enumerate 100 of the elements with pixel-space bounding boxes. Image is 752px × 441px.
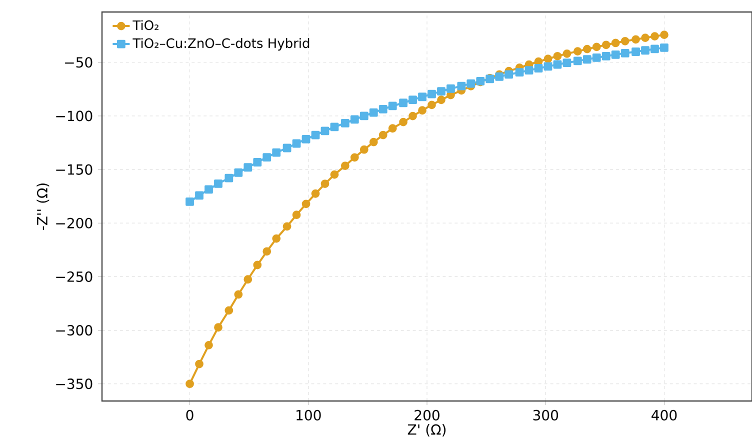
point [446, 84, 455, 93]
point [292, 210, 301, 220]
point [378, 104, 388, 114]
point [504, 70, 514, 79]
point [428, 90, 436, 98]
point [408, 112, 417, 120]
point [632, 35, 640, 44]
point [660, 30, 668, 40]
point [214, 323, 222, 332]
point [418, 106, 426, 115]
x-tick-label: 100 [296, 410, 321, 420]
point [320, 126, 330, 136]
point [330, 122, 339, 132]
point [573, 56, 582, 66]
point [573, 47, 582, 56]
point [195, 191, 204, 200]
point [428, 100, 436, 110]
point [524, 66, 534, 74]
point [641, 46, 650, 55]
point [302, 200, 310, 208]
point [350, 153, 359, 162]
point [378, 130, 388, 140]
point [544, 62, 552, 71]
point [360, 145, 368, 154]
point [204, 340, 213, 350]
point [582, 55, 592, 64]
point [466, 79, 476, 88]
point [544, 54, 552, 64]
point [457, 82, 466, 90]
y-tick-label: −200 [56, 218, 92, 228]
y-axis-title: -Z'' (Ω) [36, 184, 50, 230]
point [292, 139, 301, 148]
point [641, 34, 650, 42]
point [350, 115, 359, 124]
y-tick-label: −250 [56, 271, 92, 282]
point [244, 275, 252, 284]
x-tick-label: 200 [414, 410, 440, 420]
y-tick-label: −300 [56, 324, 92, 336]
x-axis-title: Z' (Ω) [408, 424, 446, 436]
point [272, 234, 281, 243]
point [204, 185, 213, 194]
point [340, 162, 350, 170]
point [244, 163, 252, 172]
point [282, 144, 292, 152]
point [650, 44, 659, 54]
point [224, 306, 234, 315]
point [369, 108, 378, 117]
point [515, 68, 524, 77]
legend-label: TiO₂–Cu:ZnO–C-dots Hybrid [132, 38, 310, 51]
point [611, 38, 620, 48]
point [234, 168, 243, 177]
point [224, 174, 234, 182]
point [340, 119, 350, 128]
point [553, 60, 562, 69]
point [408, 96, 417, 104]
point [186, 197, 194, 206]
y-tick-label: −100 [56, 110, 92, 122]
point [369, 138, 378, 146]
point [650, 32, 659, 41]
point [195, 360, 204, 368]
point [272, 148, 281, 157]
point [620, 48, 630, 58]
point [253, 260, 262, 270]
point [330, 170, 339, 179]
point [553, 52, 562, 60]
point [592, 53, 601, 62]
point [602, 52, 610, 60]
point [582, 44, 592, 54]
point [660, 43, 668, 52]
y-tick-label: −150 [56, 164, 92, 175]
point [611, 50, 620, 59]
point [302, 135, 310, 144]
point [282, 222, 292, 231]
x-tick-label: 0 [186, 410, 194, 420]
point [437, 87, 446, 96]
y-tick-label: −50 [65, 57, 92, 68]
point [534, 64, 543, 72]
point [186, 380, 194, 388]
x-tick-label: 300 [533, 410, 558, 420]
point [360, 112, 368, 120]
y-tick-label: −350 [56, 378, 92, 390]
x-tick-label: 400 [652, 410, 677, 420]
point [620, 36, 630, 46]
point [399, 98, 408, 108]
point [253, 158, 262, 166]
point [418, 92, 426, 102]
point [214, 179, 222, 188]
point [562, 49, 572, 58]
point [311, 189, 320, 198]
point [602, 40, 610, 50]
point [632, 48, 640, 56]
point [262, 247, 272, 256]
point [388, 124, 397, 133]
point [311, 130, 320, 140]
point [388, 102, 397, 110]
point [234, 290, 243, 299]
point [437, 96, 446, 104]
point [399, 118, 408, 126]
point [592, 42, 601, 52]
point [320, 180, 330, 188]
